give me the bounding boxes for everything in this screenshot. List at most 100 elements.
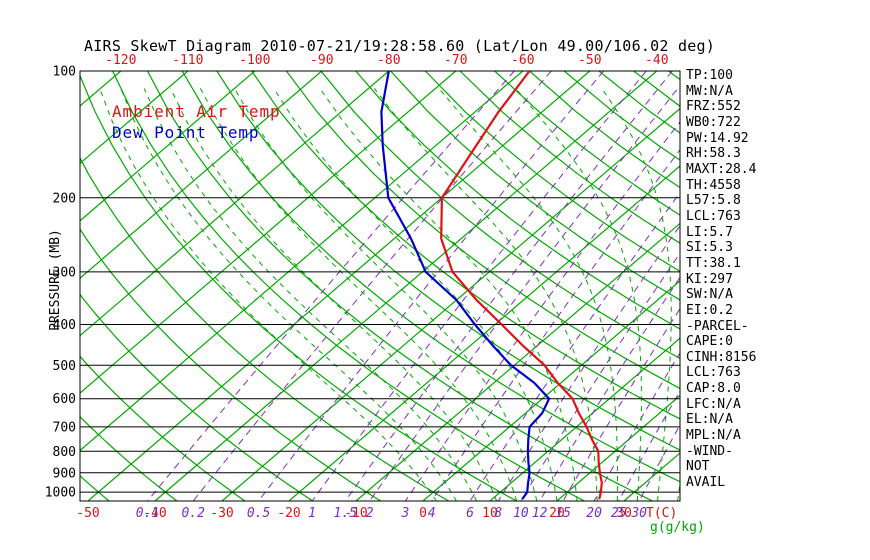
stat-line: EL:N/A	[686, 412, 733, 428]
moist-adiabat-line	[170, 88, 498, 501]
top-temp-tick-label: -110	[172, 53, 203, 68]
mixing-ratio-tick-label: 0.5	[247, 506, 271, 521]
top-temp-tick-label: -80	[377, 53, 400, 68]
mixing-ratio-line	[311, 71, 647, 501]
isotherm-line	[80, 71, 524, 452]
moist-adiabat-line	[120, 88, 457, 501]
mixing-ratio-tick-label: 0.2	[181, 506, 205, 521]
stat-line: CAPE:0	[686, 334, 733, 350]
bottom-temp-tick-label: 10	[482, 506, 498, 521]
mixing-ratio-tick-label: 6	[466, 506, 474, 521]
dry-adiabat-line	[842, 71, 870, 501]
dry-adiabat-line	[459, 71, 680, 244]
mixing-ratio-tick-label: 8	[494, 506, 502, 521]
plot-border	[79, 70, 681, 502]
bottom-temp-tick-label: -40	[143, 506, 166, 521]
pressure-tick-label: 800	[53, 445, 76, 460]
mixing-ratio-line	[618, 390, 680, 501]
mixing-ratio-tick-label: 1	[308, 506, 316, 521]
pressure-tick-label: 100	[53, 65, 76, 80]
stat-line: RH:58.3	[686, 146, 741, 162]
moist-adiabat-line	[319, 88, 578, 501]
stat-line: MAXT:28.4	[686, 161, 757, 177]
isotherm-line	[80, 71, 256, 222]
mixing-ratio-tick-label: 15	[555, 506, 571, 521]
pressure-grid	[79, 70, 681, 502]
mixing-ratio-tick-label: 3	[400, 506, 409, 521]
mixing-ratio-line	[497, 224, 680, 501]
isotherm-line	[154, 71, 658, 501]
mixing-ratio-tick-label: 12	[532, 506, 548, 521]
top-temp-tick-label: -120	[105, 53, 136, 68]
bottom-temp-tick-label: 30	[616, 506, 632, 521]
moist-adiabat-line	[515, 88, 642, 501]
stat-line: -PARCEL-	[686, 318, 749, 334]
mixing-ratio-line	[344, 71, 673, 501]
stat-line: TT:38.1	[686, 255, 741, 271]
stat-line: -WIND-	[686, 443, 733, 459]
pressure-axis-title: PRESSURE (MB)	[48, 229, 63, 331]
mixing-ratio-line	[404, 121, 680, 501]
legend-ambient-air-temp: Ambient Air Temp	[112, 102, 281, 121]
dry-adiabat-line	[355, 71, 680, 330]
dry-adiabat-line	[0, 71, 41, 501]
sounding-profiles	[380, 71, 603, 500]
mixing-ratio-tick-label: 2	[366, 506, 374, 521]
dry-adiabat-line	[738, 71, 870, 501]
dry-adiabat-line	[80, 415, 178, 501]
stat-line: TH:4558	[686, 177, 741, 193]
temp-unit-label: T(C)	[646, 506, 677, 521]
stat-line: TP:100	[686, 68, 733, 83]
isotherm-line	[87, 71, 591, 501]
isotherm-line	[288, 165, 680, 501]
mixing-ratio-line	[192, 71, 552, 501]
stat-line: SI:5.3	[686, 240, 733, 256]
bottom-temp-tick-label: -50	[76, 506, 99, 521]
mixing-ratio-line	[520, 252, 680, 501]
top-temp-tick-label: -70	[444, 53, 467, 68]
temperature-profile-line	[440, 71, 603, 500]
stats-panel: TP:100 MW:N/A FRZ:552 WB0:722 PW:14.92 RH:58.…	[686, 68, 756, 491]
chart-title: AIRS SkewT Diagram 2010-07-21/19:28:58.6…	[84, 37, 716, 55]
stat-line: AVAIL	[686, 475, 726, 491]
isotherm-line	[80, 71, 189, 165]
mixing-ratio-tick-label: 25	[611, 506, 627, 521]
mixing-ratio-tick-label: 30	[630, 506, 647, 521]
bottom-temp-tick-label: 20	[549, 506, 565, 521]
isotherm-line	[221, 107, 680, 501]
mixing-ratio-line	[147, 71, 515, 501]
moist-adiabat-line	[273, 88, 558, 501]
stat-line: WB0:722	[686, 114, 741, 130]
mixing-unit-label: g(g/kg)	[650, 520, 705, 535]
bottom-temp-tick-label: -10	[344, 506, 367, 521]
stat-line: CINH:8156	[686, 349, 757, 365]
top-temp-tick-label: -100	[239, 53, 270, 68]
dry-adiabat-line	[320, 71, 680, 360]
pressure-tick-label: 900	[53, 466, 76, 481]
stat-line: NOT	[686, 459, 710, 475]
mixing-ratio-line	[431, 148, 680, 501]
mixing-ratio-line	[562, 307, 680, 501]
pressure-tick-label: 1000	[45, 486, 76, 501]
mixing-ratio-tick-label: 1.5	[334, 506, 358, 521]
pressure-tick-label: 200	[53, 191, 76, 206]
stat-line: CAP:8.0	[686, 381, 741, 397]
moist-adiabat-line	[601, 88, 672, 501]
stat-line: MW:N/A	[686, 83, 733, 99]
skewt-background-lines	[0, 71, 870, 501]
isotherm-line	[489, 337, 680, 501]
dewpoint-profile-line	[380, 71, 551, 500]
stat-line: LCL:763	[686, 365, 741, 381]
stat-line: MPL:N/A	[686, 428, 741, 444]
dry-adiabat-line	[80, 156, 450, 501]
dry-adiabat-line	[181, 71, 680, 483]
dry-adiabat-line	[80, 293, 314, 501]
moist-adiabat-line	[99, 88, 437, 501]
mixing-ratio-line	[638, 423, 680, 501]
pressure-tick-label: 700	[53, 420, 76, 435]
isotherm-line	[422, 279, 680, 501]
stat-line: SW:N/A	[686, 287, 733, 303]
dry-adiabat-line	[773, 71, 870, 501]
moist-adiabat-line	[143, 88, 478, 501]
